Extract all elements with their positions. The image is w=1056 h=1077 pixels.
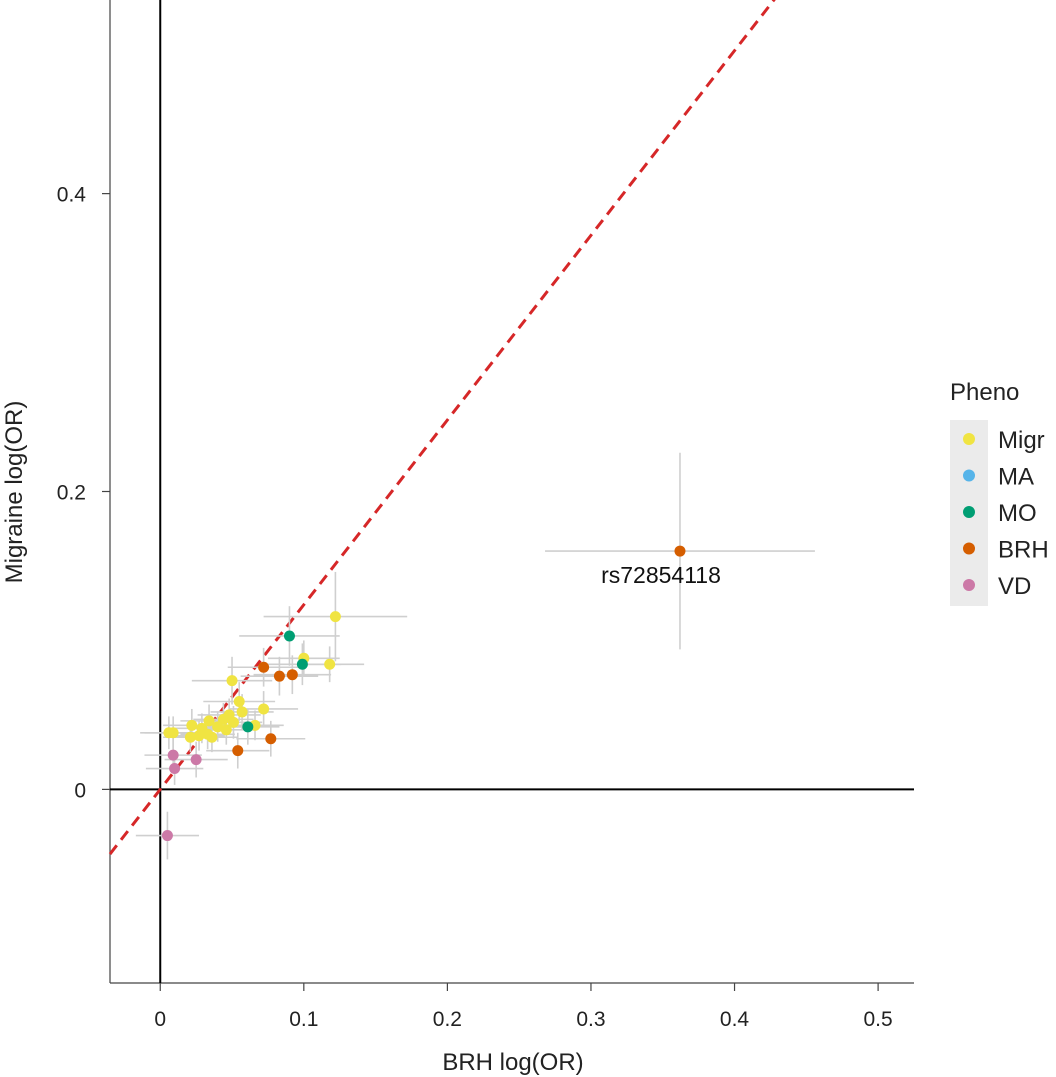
data-point-migr bbox=[186, 719, 198, 731]
y-tick-label: 0 bbox=[74, 779, 86, 802]
data-point-brh bbox=[258, 661, 270, 673]
legend-key-ma bbox=[963, 469, 975, 482]
y-axis-title: Migraine log(OR) bbox=[1, 401, 28, 584]
data-point-brh bbox=[232, 745, 244, 757]
x-tick-label: 0.2 bbox=[433, 1008, 462, 1031]
legend-key-migr bbox=[963, 433, 975, 445]
legend-key-mo bbox=[963, 506, 975, 518]
legend-title: Pheno bbox=[950, 379, 1019, 406]
legend-key-vd bbox=[963, 579, 975, 591]
data-points bbox=[161, 545, 686, 842]
y-tick-label: 0.2 bbox=[57, 482, 86, 505]
data-point-migr bbox=[236, 706, 248, 718]
data-point-vd bbox=[169, 763, 181, 775]
data-point-migr bbox=[258, 703, 270, 715]
data-point-brh bbox=[265, 733, 277, 745]
data-point-brh bbox=[674, 545, 686, 557]
legend-items: Migr MA MO BRH VD bbox=[963, 427, 1049, 600]
x-tick-label: 0.5 bbox=[864, 1008, 893, 1031]
data-point-migr bbox=[206, 731, 218, 743]
data-point-brh bbox=[286, 669, 298, 681]
legend-label-brh: BRH bbox=[998, 537, 1049, 564]
legend: Pheno Migr MA MO BRH VD bbox=[950, 379, 1049, 606]
x-tick-label: 0 bbox=[154, 1008, 166, 1031]
legend-label-mo: MO bbox=[998, 500, 1037, 527]
data-point-mo bbox=[283, 630, 295, 642]
plot-area: 0 0.1 0.2 0.3 0.4 0.5 0 0.2 0.4 rs72854118 bbox=[57, 0, 914, 1031]
legend-label-vd: VD bbox=[998, 573, 1031, 600]
data-point-migr bbox=[193, 730, 205, 742]
legend-key-brh bbox=[963, 542, 975, 555]
data-point-migr bbox=[212, 721, 224, 733]
data-point-migr bbox=[203, 715, 215, 727]
data-point-brh bbox=[273, 670, 285, 682]
data-point-migr bbox=[233, 696, 245, 708]
data-point-migr bbox=[329, 611, 341, 623]
data-point-migr bbox=[220, 724, 232, 736]
annotation-label: rs72854118 bbox=[601, 562, 721, 588]
data-point-migr bbox=[217, 713, 229, 725]
x-tick-label: 0.4 bbox=[720, 1008, 750, 1031]
fit-line bbox=[108, 0, 776, 855]
legend-label-migr: Migr bbox=[998, 427, 1045, 454]
legend-label-ma: MA bbox=[998, 464, 1034, 491]
y-tick-label: 0.4 bbox=[57, 184, 87, 207]
data-point-vd bbox=[161, 830, 173, 842]
data-point-migr bbox=[324, 658, 336, 670]
data-point-migr bbox=[227, 716, 239, 728]
error-bars bbox=[135, 452, 815, 860]
data-point-vd bbox=[167, 749, 179, 761]
data-point-vd bbox=[190, 754, 202, 766]
x-axis-title: BRH log(OR) bbox=[442, 1049, 583, 1076]
data-point-mo bbox=[296, 658, 308, 670]
x-tick-label: 0.3 bbox=[576, 1008, 605, 1031]
data-point-mo bbox=[242, 721, 254, 733]
data-point-migr bbox=[167, 727, 179, 739]
data-point-migr bbox=[184, 731, 196, 743]
x-axis-ticks: 0 0.1 0.2 0.3 0.4 0.5 bbox=[154, 983, 893, 1031]
data-point-migr bbox=[226, 675, 238, 687]
x-tick-label: 0.1 bbox=[289, 1008, 318, 1031]
y-axis-ticks: 0 0.2 0.4 bbox=[57, 184, 110, 802]
